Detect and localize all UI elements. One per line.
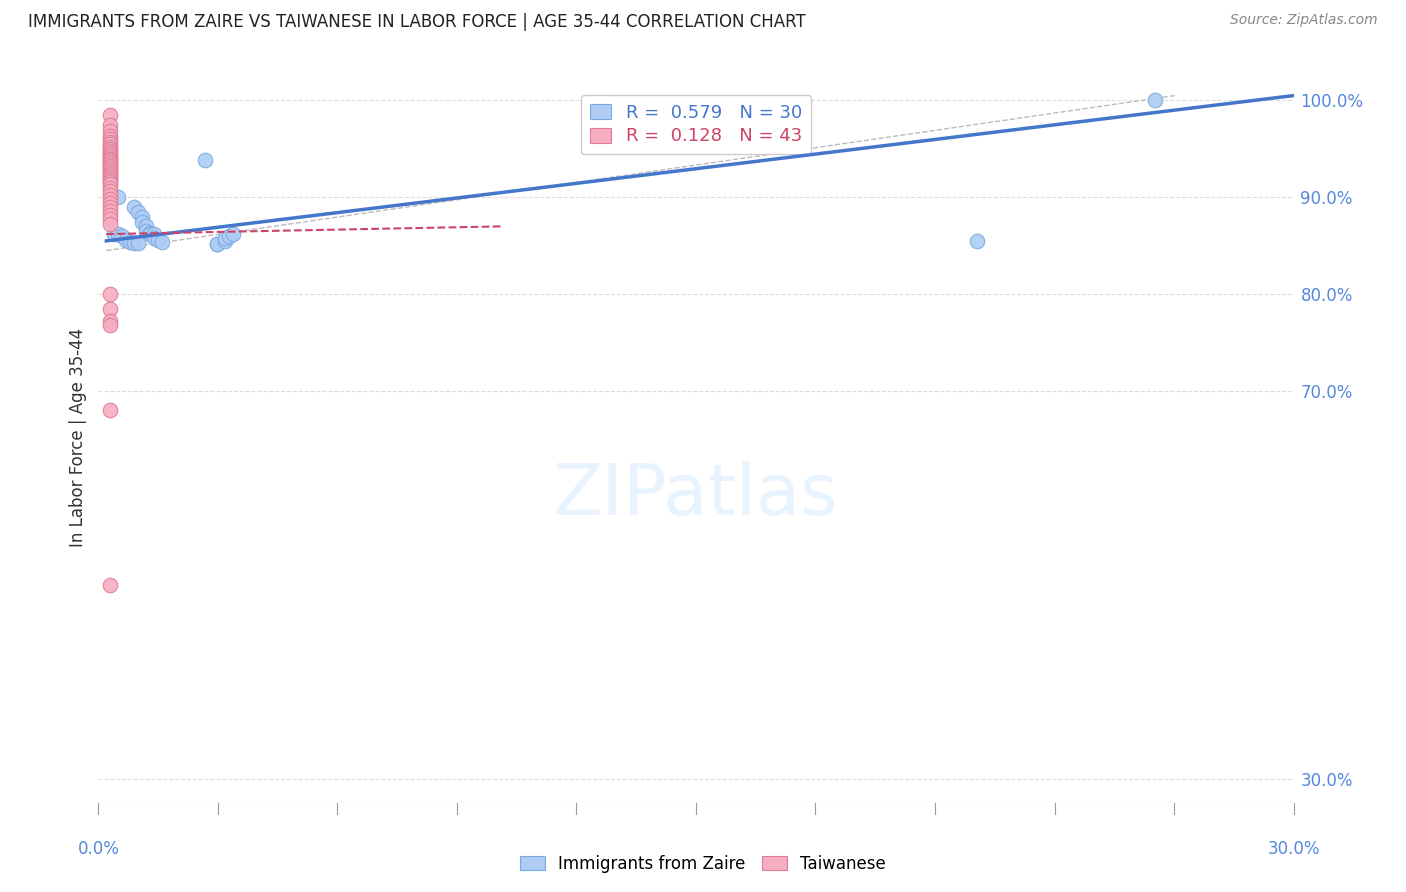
Point <box>131 210 153 224</box>
Point <box>150 235 173 249</box>
Point <box>111 229 134 244</box>
Point <box>98 155 121 169</box>
Point <box>98 173 121 187</box>
Point <box>98 192 121 206</box>
Text: Source: ZipAtlas.com: Source: ZipAtlas.com <box>1230 13 1378 28</box>
Point <box>98 180 121 194</box>
Point <box>98 170 121 185</box>
Point <box>98 200 121 214</box>
Point <box>127 204 149 219</box>
Point <box>139 227 162 241</box>
Point <box>98 163 121 178</box>
Point <box>214 231 236 245</box>
Point <box>98 188 121 202</box>
Point <box>214 234 236 248</box>
Point <box>98 108 121 122</box>
Point <box>98 196 121 211</box>
Point <box>98 129 121 144</box>
Point <box>98 218 121 232</box>
Point <box>98 167 121 181</box>
Point <box>103 227 125 241</box>
Point <box>135 224 157 238</box>
Point <box>222 227 245 241</box>
Point <box>131 214 153 228</box>
Point <box>98 153 121 168</box>
Point <box>107 190 129 204</box>
Point <box>122 200 145 214</box>
Point <box>205 236 228 251</box>
Point <box>135 219 157 234</box>
Point <box>98 177 121 191</box>
Point <box>139 226 162 240</box>
Y-axis label: In Labor Force | Age 35-44: In Labor Force | Age 35-44 <box>69 327 87 547</box>
Point <box>98 135 121 149</box>
Point <box>98 157 121 171</box>
Point <box>98 403 121 417</box>
Point <box>966 234 988 248</box>
Point <box>98 136 121 151</box>
Point <box>98 147 121 161</box>
Point <box>218 229 240 244</box>
Point <box>98 152 121 166</box>
Point <box>98 208 121 222</box>
Point <box>120 235 142 249</box>
Point <box>98 301 121 316</box>
Point <box>98 211 121 226</box>
Point <box>98 287 121 301</box>
Point <box>98 142 121 156</box>
Point <box>98 132 121 146</box>
Point <box>98 203 121 218</box>
Point <box>142 227 165 241</box>
Point <box>98 314 121 328</box>
Point <box>205 236 228 251</box>
Point <box>98 175 121 189</box>
Point <box>98 124 121 138</box>
Point <box>98 185 121 199</box>
Point <box>98 159 121 173</box>
Text: 0.0%: 0.0% <box>77 840 120 858</box>
Point <box>98 578 121 592</box>
Point <box>122 235 145 250</box>
Point <box>98 161 121 176</box>
Text: IMMIGRANTS FROM ZAIRE VS TAIWANESE IN LABOR FORCE | AGE 35-44 CORRELATION CHART: IMMIGRANTS FROM ZAIRE VS TAIWANESE IN LA… <box>28 13 806 31</box>
Text: ZIPatlas: ZIPatlas <box>553 461 839 530</box>
Point <box>1143 94 1166 108</box>
Point <box>98 165 121 179</box>
Point <box>98 169 121 183</box>
Point <box>98 118 121 132</box>
Text: 30.0%: 30.0% <box>1267 840 1320 858</box>
Point <box>115 233 138 247</box>
Point <box>98 150 121 164</box>
Point <box>194 153 217 168</box>
Point <box>107 227 129 241</box>
Point <box>98 144 121 158</box>
Point <box>98 145 121 160</box>
Point <box>98 318 121 333</box>
Legend: Immigrants from Zaire, Taiwanese: Immigrants from Zaire, Taiwanese <box>513 848 893 880</box>
Point <box>127 235 149 250</box>
Point <box>142 231 165 245</box>
Point <box>146 233 169 247</box>
Legend: R =  0.579   N = 30, R =  0.128   N = 43: R = 0.579 N = 30, R = 0.128 N = 43 <box>581 95 811 154</box>
Point <box>98 140 121 154</box>
Point <box>709 122 731 136</box>
